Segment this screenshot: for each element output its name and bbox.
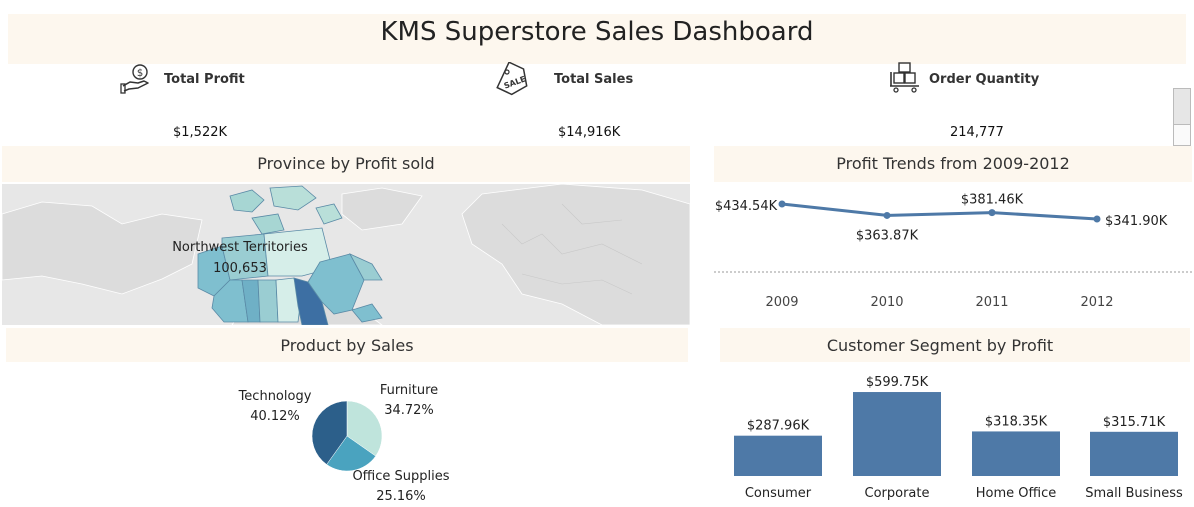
segment-profit-bar-chart: $287.96K Consumer $599.75K Corporate $318.35… (734, 375, 1183, 501)
segment-category-label: Consumer (745, 486, 812, 501)
total-profit-label: Total Profit (164, 72, 245, 87)
province-arctic-islands (229, 189, 265, 213)
svg-text:$: $ (137, 68, 143, 79)
trend-point[interactable] (988, 209, 996, 217)
segment-category-label: Home Office (976, 486, 1056, 501)
segment-category-label: Corporate (865, 486, 930, 501)
segment-panel-header (720, 328, 1190, 362)
segment-bar-label: $287.96K (747, 419, 810, 434)
product-sales-pie: Furniture 34.72% Office Supplies 25.16% Tech… (238, 383, 450, 504)
scrollbar-thumb[interactable] (1174, 89, 1190, 125)
dashboard-title: KMS Superstore Sales Dashboard (380, 17, 814, 47)
segment-bar[interactable] (1090, 431, 1178, 476)
map-highlight-name: Northwest Territories (172, 240, 308, 255)
pie-slice[interactable] (311, 400, 348, 465)
map-background-land (2, 184, 690, 325)
trend-point[interactable] (883, 211, 891, 219)
dashboard-scrollbar[interactable] (1173, 88, 1191, 146)
trend-data-label: $381.46K (961, 193, 1024, 208)
total-sales-label: Total Sales (554, 72, 634, 87)
total-profit-value: $1,522K (173, 125, 228, 140)
pie-slice-percent: 34.72% (384, 403, 434, 418)
province-northwest-territories (221, 233, 269, 281)
order-quantity-value: 214,777 (950, 125, 1004, 140)
canada-provinces[interactable] (197, 185, 383, 325)
trend-panel-title: Profit Trends from 2009-2012 (836, 154, 1070, 173)
map-panel-title: Province by Profit sold (257, 154, 435, 173)
pie-slice[interactable] (326, 435, 377, 472)
segment-category-label: Small Business (1085, 486, 1183, 501)
trend-x-tick: 2012 (1080, 295, 1113, 310)
trend-data-label: $434.54K (715, 199, 778, 214)
pie-slice-name: Office Supplies (352, 469, 449, 484)
province-manitoba (275, 277, 301, 323)
segment-bar-label: $318.35K (985, 414, 1048, 429)
trend-data-label: $341.90K (1105, 214, 1168, 229)
trend-x-tick: 2011 (975, 295, 1008, 310)
trend-point[interactable] (1093, 215, 1101, 223)
province-arctic-islands-4 (315, 203, 343, 225)
pie-slice[interactable] (346, 400, 383, 457)
pie-slice-name: Furniture (380, 383, 438, 398)
boxes-cart-icon (890, 62, 919, 93)
province-saskatchewan (257, 279, 279, 323)
pie-slice-percent: 25.16% (376, 489, 426, 504)
pie-slice-name: Technology (238, 389, 312, 404)
segment-bar[interactable] (972, 431, 1060, 476)
pie-slice-percent: 40.12% (250, 409, 300, 424)
profit-trend-chart: $434.54K 2009 $363.87K 2010 $381.46K 2011 $341… (714, 193, 1192, 310)
province-map[interactable]: Northwest Territories 100,653 (2, 184, 690, 325)
total-sales-value: $14,916K (558, 125, 621, 140)
map-highlight-value: 100,653 (213, 261, 267, 276)
province-arctic-islands-2 (269, 185, 317, 211)
segment-bar[interactable] (734, 435, 822, 476)
province-atlantic (351, 303, 383, 323)
trend-data-label: $363.87K (856, 228, 919, 243)
hand-dollar-icon: $ (120, 64, 149, 94)
order-quantity-label: Order Quantity (929, 72, 1040, 87)
trend-x-tick: 2010 (870, 295, 903, 310)
trend-line (781, 202, 1098, 221)
segment-bar-label: $599.75K (866, 375, 929, 390)
segment-panel-title: Customer Segment by Profit (826, 336, 1054, 355)
trend-x-tick: 2009 (765, 295, 798, 310)
trend-panel-header (714, 146, 1192, 182)
title-band (8, 14, 1186, 64)
product-panel-title: Product by Sales (280, 336, 414, 355)
province-arctic-islands-3 (251, 213, 285, 235)
segment-bar-label: $315.71K (1103, 415, 1166, 430)
segment-bar[interactable] (853, 392, 941, 476)
map-panel-header (2, 146, 690, 182)
sale-tag-icon: SALE (496, 62, 528, 96)
product-panel-header (6, 328, 688, 362)
province-labrador (349, 253, 383, 281)
trend-point[interactable] (778, 200, 786, 208)
